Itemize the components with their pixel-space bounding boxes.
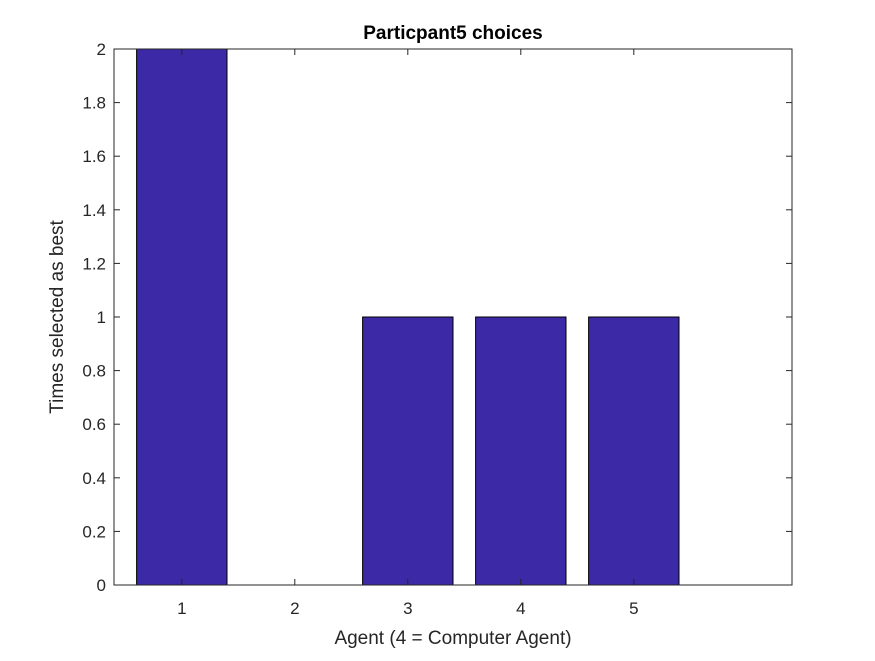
bar-1 — [136, 48, 228, 586]
y-axis-label: Times selected as best — [47, 219, 68, 413]
bar-5 — [588, 316, 680, 586]
y-tick-label-1: 0.2 — [82, 522, 106, 541]
x-tick-label-3: 3 — [403, 599, 412, 618]
x-axis-label: Agent (4 = Computer Agent) — [334, 628, 571, 649]
y-tick-label-6: 1.2 — [82, 254, 106, 273]
x-tick-label-4: 4 — [516, 599, 525, 618]
y-tick-label-7: 1.4 — [82, 201, 106, 220]
y-tick-label-4: 0.8 — [82, 362, 106, 381]
y-tick-label-0: 0 — [97, 576, 106, 595]
y-tick-label-8: 1.6 — [82, 147, 106, 166]
bar-3 — [362, 316, 454, 586]
chart-title: Particpant5 choices — [363, 23, 543, 44]
x-tick-label-1: 1 — [177, 599, 186, 618]
y-tick-label-5: 1 — [97, 308, 106, 327]
y-tick-label-2: 0.4 — [82, 469, 106, 488]
y-tick-label-3: 0.6 — [82, 415, 106, 434]
ticks-layer: 1 2 3 4 5 0 0.2 0.4 0.6 0.8 1 1.2 1.4 1.6 1.8 2 — [82, 40, 792, 618]
x-tick-label-2: 2 — [290, 599, 299, 618]
x-tick-label-5: 5 — [629, 599, 638, 618]
bar-4 — [475, 316, 567, 586]
bars-layer — [136, 48, 680, 586]
y-tick-label-9: 1.8 — [82, 94, 106, 113]
y-tick-label-10: 2 — [97, 40, 106, 59]
